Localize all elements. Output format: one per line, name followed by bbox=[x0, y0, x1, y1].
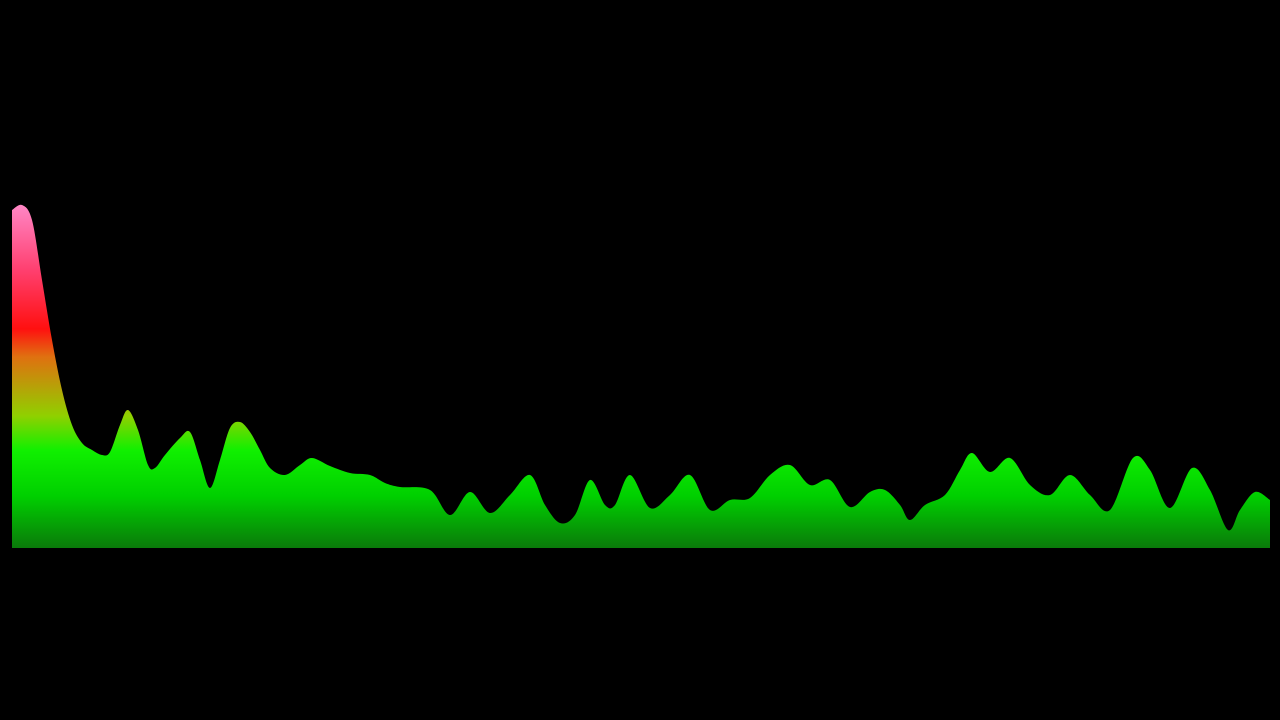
spectrum-area bbox=[12, 204, 1270, 548]
